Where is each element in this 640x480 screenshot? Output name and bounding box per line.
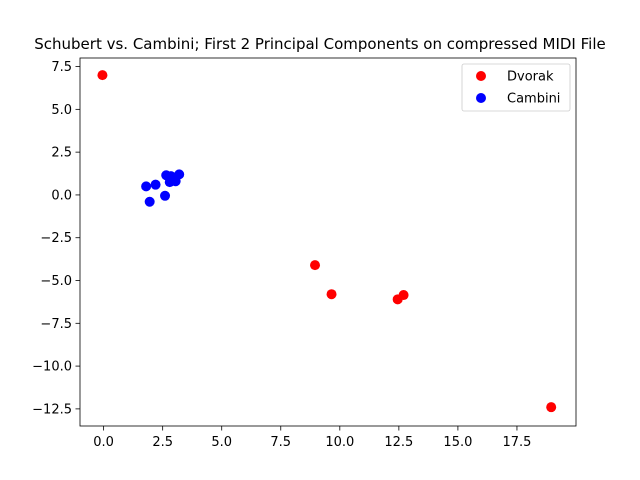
data-point-dvorak <box>326 289 337 300</box>
legend-label-dvorak: Dvorak <box>507 70 554 85</box>
y-tick-label: 5.0 <box>51 103 72 118</box>
legend: Dvorak Cambini <box>461 63 571 112</box>
legend-marker-cambini <box>476 93 486 103</box>
data-point-dvorak <box>398 290 409 301</box>
data-point-cambini <box>150 179 161 190</box>
x-axis: 0.0 2.5 5.0 7.5 10.0 12.5 15.0 17.5 <box>93 426 531 450</box>
x-tick-label: 2.5 <box>152 435 173 450</box>
data-point-dvorak <box>97 70 108 81</box>
data-point-cambini <box>174 169 185 180</box>
y-tick-label: −2.5 <box>40 231 72 246</box>
plot-area-frame <box>79 57 577 427</box>
x-tick-label: 12.5 <box>384 435 413 450</box>
x-tick-label: 7.5 <box>270 435 291 450</box>
data-point-dvorak <box>546 402 557 413</box>
x-tick-label: 10.0 <box>325 435 354 450</box>
y-tick-label: −10.0 <box>32 360 72 375</box>
legend-box <box>461 63 571 112</box>
data-points <box>97 70 557 413</box>
legend-label-cambini: Cambini <box>507 92 560 107</box>
y-tick-label: 2.5 <box>51 146 72 161</box>
y-tick-label: −5.0 <box>40 274 72 289</box>
x-tick-label: 15.0 <box>443 435 472 450</box>
chart-title: Schubert vs. Cambini; First 2 Principal … <box>34 35 605 53</box>
x-tick-label: 5.0 <box>211 435 232 450</box>
data-point-cambini <box>160 190 171 201</box>
y-tick-label: 0.0 <box>51 188 72 203</box>
x-tick-label: 0.0 <box>93 435 114 450</box>
data-point-cambini <box>144 196 155 207</box>
x-tick-label: 17.5 <box>502 435 531 450</box>
legend-marker-dvorak <box>476 71 486 81</box>
data-point-dvorak <box>310 260 321 271</box>
y-tick-label: 7.5 <box>51 60 72 75</box>
y-tick-label: −12.5 <box>32 402 72 417</box>
data-point-cambini <box>141 181 152 192</box>
y-tick-label: −7.5 <box>40 317 72 332</box>
y-axis: 7.5 5.0 2.5 0.0 −2.5 −5.0 −7.5 −10.0 −12.5 <box>32 60 80 417</box>
